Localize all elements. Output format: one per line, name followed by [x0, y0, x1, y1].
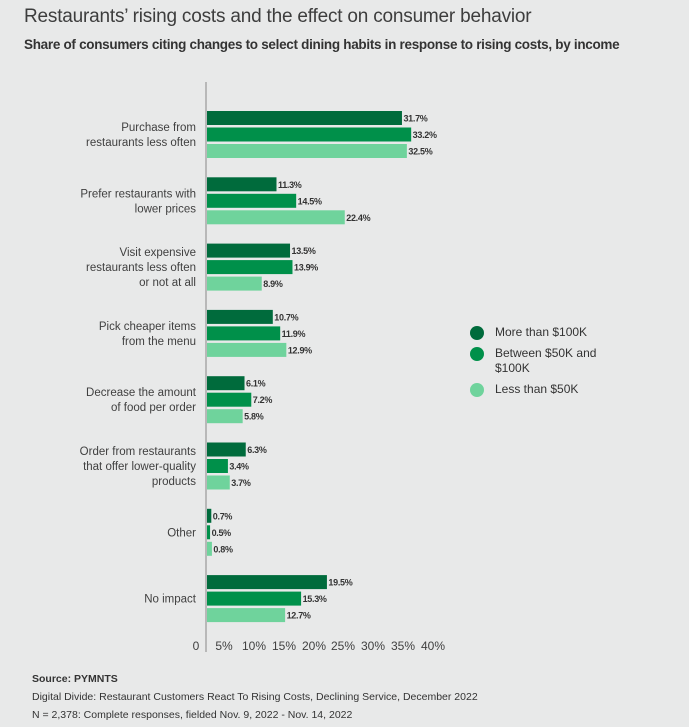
category-label: lower prices	[135, 203, 197, 215]
bar	[207, 210, 345, 225]
source-note: Source: PYMNTS	[32, 673, 118, 685]
data-label: 0.8%	[213, 544, 233, 554]
legend-item: More than $100K	[470, 325, 625, 340]
legend-item: Less than $50K	[470, 382, 625, 397]
bar	[207, 525, 211, 540]
data-label: 11.3%	[278, 180, 302, 190]
category-label: Visit expensive	[120, 247, 197, 259]
bar	[207, 459, 228, 473]
category-label: products	[152, 476, 196, 488]
data-label: 0.7%	[213, 511, 233, 521]
category-label: Decrease the amount	[86, 387, 197, 399]
data-label: 19.5%	[328, 578, 352, 588]
sample-note: N = 2,378: Complete responses, fielded N…	[32, 709, 353, 721]
data-label: 14.5%	[298, 196, 322, 206]
category-label: Prefer restaurants with	[80, 188, 196, 200]
category-label: restaurants less often	[86, 262, 196, 274]
data-label: 13.9%	[294, 263, 318, 273]
legend-label: Between $50K and $100K	[495, 346, 597, 375]
data-label: 6.3%	[247, 445, 267, 455]
bar	[207, 591, 302, 606]
data-label: 8.9%	[263, 279, 283, 289]
legend-swatch-icon	[470, 347, 484, 361]
legend-item: Between $50K and $100K	[470, 346, 625, 376]
report-note: Digital Divide: Restaurant Customers Rea…	[32, 691, 478, 703]
data-label: 0.5%	[212, 528, 232, 538]
bar	[207, 508, 212, 523]
data-label: 6.1%	[246, 379, 266, 389]
legend-label: Less than $50K	[495, 382, 579, 396]
category-label: Other	[167, 527, 196, 539]
bar	[207, 243, 291, 258]
bar	[207, 144, 407, 158]
legend: More than $100K Between $50K and $100K L…	[470, 325, 625, 403]
data-label: 7.2%	[253, 395, 273, 405]
bar	[207, 276, 262, 291]
chart-title: Restaurants’ rising costs and the effect…	[24, 6, 532, 27]
bar	[207, 475, 230, 490]
legend-swatch-icon	[470, 383, 484, 397]
x-tick-label: 10%	[242, 639, 266, 653]
data-label: 13.5%	[292, 246, 316, 256]
bar	[207, 177, 277, 192]
data-label: 11.9%	[282, 329, 306, 339]
data-label: 31.7%	[403, 114, 427, 124]
legend-label: More than $100K	[495, 325, 588, 339]
bar	[207, 608, 286, 623]
data-label: 12.9%	[288, 345, 312, 355]
data-label: 33.2%	[413, 130, 437, 140]
x-tick-label: 15%	[272, 639, 296, 653]
data-label: 15.3%	[303, 594, 327, 604]
bar	[207, 376, 245, 391]
data-label: 12.7%	[287, 611, 311, 621]
bar	[207, 575, 327, 590]
data-label: 10.7%	[274, 312, 298, 322]
chart-subtitle: Share of consumers citing changes to sel…	[24, 37, 620, 52]
category-label: Order from restaurants	[80, 446, 197, 458]
bar	[207, 193, 297, 208]
data-label: 5.8%	[244, 412, 264, 422]
bar	[207, 260, 293, 275]
category-label: Purchase from	[121, 122, 196, 134]
category-label: No impact	[144, 594, 197, 606]
bar	[207, 127, 412, 142]
data-label: 3.4%	[229, 462, 249, 472]
bar	[207, 442, 246, 457]
x-tick-label: 30%	[361, 639, 385, 653]
category-label: that offer lower-quality	[83, 461, 196, 473]
category-label: restaurants less often	[86, 137, 196, 149]
bar	[207, 541, 212, 556]
footer: Source: PYMNTS Digital Divide: Restauran…	[32, 670, 478, 724]
x-tick-label: 40%	[421, 639, 445, 653]
bar	[207, 111, 402, 125]
data-label: 22.4%	[346, 213, 370, 223]
category-label: Pick cheaper items	[99, 321, 196, 333]
legend-swatch-icon	[470, 326, 484, 340]
x-tick-label: 20%	[302, 639, 326, 653]
bar	[207, 392, 252, 407]
data-label: 32.5%	[408, 147, 432, 157]
x-tick-label: 5%	[215, 639, 233, 653]
bar	[207, 342, 287, 357]
x-tick-label: 35%	[391, 639, 415, 653]
category-label: from the menu	[122, 336, 196, 348]
bar	[207, 326, 281, 341]
category-label: or not at all	[139, 277, 196, 289]
bar	[207, 409, 243, 424]
category-label: of food per order	[111, 402, 196, 414]
data-label: 3.7%	[231, 478, 251, 488]
bar	[207, 309, 273, 324]
x-tick-label: 0	[193, 639, 200, 653]
x-tick-label: 25%	[331, 639, 355, 653]
